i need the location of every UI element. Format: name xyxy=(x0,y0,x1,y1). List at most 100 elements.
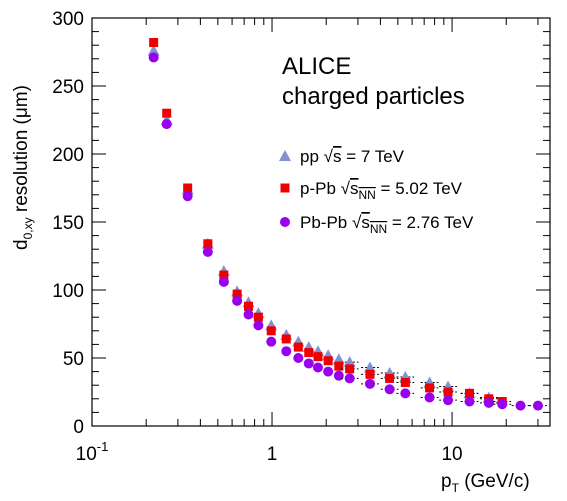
legend-label-prefix: p-Pb xyxy=(300,179,341,198)
y-tick-label: 250 xyxy=(52,77,84,98)
data-point-circle xyxy=(253,320,264,331)
x-tick-label: 10 xyxy=(441,444,462,465)
data-point-circle xyxy=(202,246,213,257)
data-point-square xyxy=(304,348,314,358)
data-point-square xyxy=(183,183,193,193)
y-tick-label: 0 xyxy=(73,417,84,438)
data-point-circle xyxy=(483,397,494,408)
radical-sign: √ xyxy=(352,213,362,232)
data-point-circle xyxy=(400,388,411,399)
data-point-circle xyxy=(323,366,334,377)
data-point-square xyxy=(293,342,303,352)
x-axis-label-sub: T xyxy=(452,481,460,495)
legend-label: pp √s = 7 TeV xyxy=(300,147,405,166)
data-point-square xyxy=(313,352,323,362)
y-axis-label: d0,xy resolution (μm) xyxy=(11,85,35,250)
legend-label: Pb-Pb √sNN = 2.76 TeV xyxy=(300,213,474,236)
data-point-square xyxy=(281,334,291,344)
x-tick-label-exponent: -1 xyxy=(97,439,109,454)
y-tick-label: 100 xyxy=(52,281,84,302)
data-point-square xyxy=(400,377,410,387)
legend-label-prefix: Pb-Pb xyxy=(300,213,352,232)
data-point-circle xyxy=(303,358,314,369)
data-point-circle xyxy=(464,396,475,407)
data-point-circle xyxy=(515,400,526,411)
data-point-circle xyxy=(443,395,454,406)
data-point-square xyxy=(266,326,276,336)
legend-marker-circle xyxy=(280,217,290,227)
y-axis-label-sub: 0,xy xyxy=(21,217,35,239)
data-point-circle xyxy=(293,353,304,363)
data-point-circle xyxy=(344,373,355,384)
legend-label: p-Pb √sNN = 5.02 TeV xyxy=(300,179,463,202)
data-point-circle xyxy=(218,276,229,287)
annotation-experiment: ALICE xyxy=(282,53,351,80)
data-point-square xyxy=(162,108,172,118)
legend-label-radicand: s xyxy=(350,179,359,198)
x-axis-label-main: p xyxy=(441,471,452,492)
data-point-triangle xyxy=(343,356,356,368)
legend-label-subscript: NN xyxy=(370,222,387,236)
x-tick-label-base: 10 xyxy=(441,444,462,465)
data-point-circle xyxy=(148,52,159,63)
data-point-circle xyxy=(532,400,543,411)
data-point-triangle xyxy=(147,44,160,56)
data-point-circle xyxy=(182,191,193,202)
data-point-triangle xyxy=(363,361,376,373)
data-point-square xyxy=(203,239,213,249)
y-tick-label: 50 xyxy=(63,349,84,370)
legend-label-suffix: = 2.76 TeV xyxy=(387,213,474,232)
legend-label-radicand: s xyxy=(333,147,342,166)
y-tick-label: 300 xyxy=(52,9,84,30)
data-point-square xyxy=(219,270,229,280)
legend-label-suffix: = 7 TeV xyxy=(341,147,404,166)
legend-label-subscript: NN xyxy=(358,188,375,202)
axis-ticks xyxy=(91,17,550,427)
data-point-square xyxy=(243,301,253,311)
legend-marker-triangle xyxy=(279,150,291,161)
legend-label-suffix: = 5.02 TeV xyxy=(376,179,463,198)
data-point-circle xyxy=(232,295,243,306)
data-point-circle xyxy=(243,309,254,320)
data-point-circle xyxy=(312,362,323,373)
legend-label-prefix: pp xyxy=(300,147,324,166)
data-point-square xyxy=(365,369,375,379)
data-point-square xyxy=(323,356,333,366)
y-axis-label-rest: resolution (μm) xyxy=(11,85,32,217)
data-point-circle xyxy=(281,346,292,357)
series-circle xyxy=(148,52,547,411)
x-axis-label-rest: (GeV/c) xyxy=(459,471,530,492)
data-point-circle xyxy=(266,336,277,347)
data-point-square xyxy=(334,361,344,371)
data-point-square xyxy=(443,387,453,397)
x-axis-label: pT (GeV/c) xyxy=(441,471,530,495)
y-axis-label-main: d xyxy=(11,239,32,250)
x-tick-label: 1 xyxy=(267,444,278,465)
data-point-square xyxy=(425,383,435,393)
data-point-circle xyxy=(333,370,344,381)
x-tick-label-base: 10 xyxy=(76,444,97,465)
y-tick-label: 200 xyxy=(52,145,84,166)
data-point-square xyxy=(345,364,355,374)
data-point-circle xyxy=(497,399,508,410)
data-point-square xyxy=(385,373,395,383)
legend-marker-square xyxy=(280,183,290,193)
data-point-circle xyxy=(384,384,395,395)
legend-label-radicand: s xyxy=(361,213,370,232)
data-layer xyxy=(147,37,547,411)
data-point-circle xyxy=(424,392,435,403)
data-point-circle xyxy=(161,119,172,130)
data-point-square xyxy=(464,388,474,398)
data-point-square xyxy=(253,312,263,322)
data-point-square xyxy=(149,37,159,47)
y-tick-label: 150 xyxy=(52,213,84,234)
data-point-square xyxy=(232,289,242,299)
data-point-circle xyxy=(364,378,375,389)
x-tick-label-base: 1 xyxy=(267,444,278,465)
x-tick-label: 10-1 xyxy=(76,439,109,465)
annotation-particles: charged particles xyxy=(282,83,465,110)
